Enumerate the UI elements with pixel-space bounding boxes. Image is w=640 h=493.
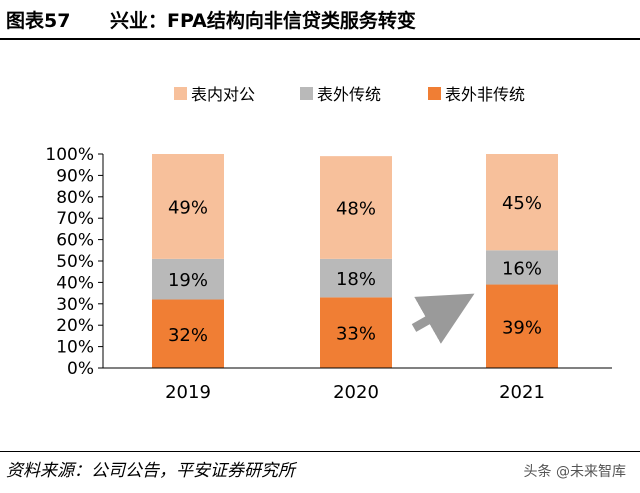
bar-segment: [486, 284, 558, 368]
legend-swatch: [174, 87, 187, 100]
y-tick-label: 0%: [67, 359, 94, 379]
source-note: 资料来源：公司公告，平安证券研究所: [6, 461, 295, 481]
y-tick-label: 40%: [56, 273, 94, 293]
bar-segment: [152, 154, 224, 259]
bar-segment: [486, 154, 558, 251]
legend-swatch: [428, 87, 441, 100]
bar-segment: [152, 258, 224, 300]
legend-label: 表外非传统: [445, 85, 525, 104]
chart-legend: 表内对公 表外传统 表外非传统: [174, 85, 525, 104]
bar-segment: [320, 297, 392, 368]
title-divider: [0, 38, 640, 40]
data-label: 19%: [168, 270, 208, 291]
y-tick-label: 80%: [56, 188, 94, 208]
y-tick-label: 30%: [56, 295, 94, 315]
bar-segment: [320, 258, 392, 298]
y-tick-label: 50%: [56, 252, 94, 272]
x-tick-label: 2020: [333, 382, 379, 403]
y-tick-label: 100%: [45, 145, 94, 165]
data-label: 39%: [502, 317, 542, 338]
trend-arrow: [411, 293, 475, 344]
legend-swatch: [300, 87, 313, 100]
data-label: 45%: [502, 193, 542, 214]
y-tick-label: 10%: [56, 338, 94, 358]
data-label: 49%: [168, 197, 208, 218]
data-label: 18%: [336, 269, 376, 290]
source-divider: [0, 451, 640, 452]
bar-segment: [320, 156, 392, 259]
bar-segment: [152, 299, 224, 368]
data-label: 32%: [168, 325, 208, 346]
legend-label: 表内对公: [191, 85, 255, 104]
data-label: 16%: [502, 258, 542, 279]
bar-segment: [486, 250, 558, 285]
y-tick-label: 70%: [56, 209, 94, 229]
x-tick-label: 2021: [499, 382, 545, 403]
x-tick-label: 2019: [165, 382, 211, 403]
legend-label: 表外传统: [317, 85, 381, 104]
y-tick-label: 60%: [56, 231, 94, 251]
stacked-bar-chart: 表内对公 表外传统 表外非传统 0%10%20%30%40%50%60%70%80%…: [45, 85, 612, 403]
title-bar: 图表57 兴业：FPA结构向非信贷类服务转变: [0, 0, 640, 38]
y-tick-label: 90%: [56, 166, 94, 186]
watermark: 头条 @未来智库: [523, 464, 626, 480]
data-label: 33%: [336, 324, 376, 345]
bars: 32% 19% 49% 33% 18% 48% 39% 16% 45%: [152, 154, 558, 368]
x-axis: 2019 2020 2021: [103, 367, 612, 403]
data-label: 48%: [336, 199, 376, 220]
y-axis: 0%10%20%30%40%50%60%70%80%90%100%: [45, 145, 104, 379]
figure-label: 图表57: [6, 10, 71, 32]
chart-title: 兴业：FPA结构向非信贷类服务转变: [110, 10, 416, 32]
y-tick-label: 20%: [56, 316, 94, 336]
